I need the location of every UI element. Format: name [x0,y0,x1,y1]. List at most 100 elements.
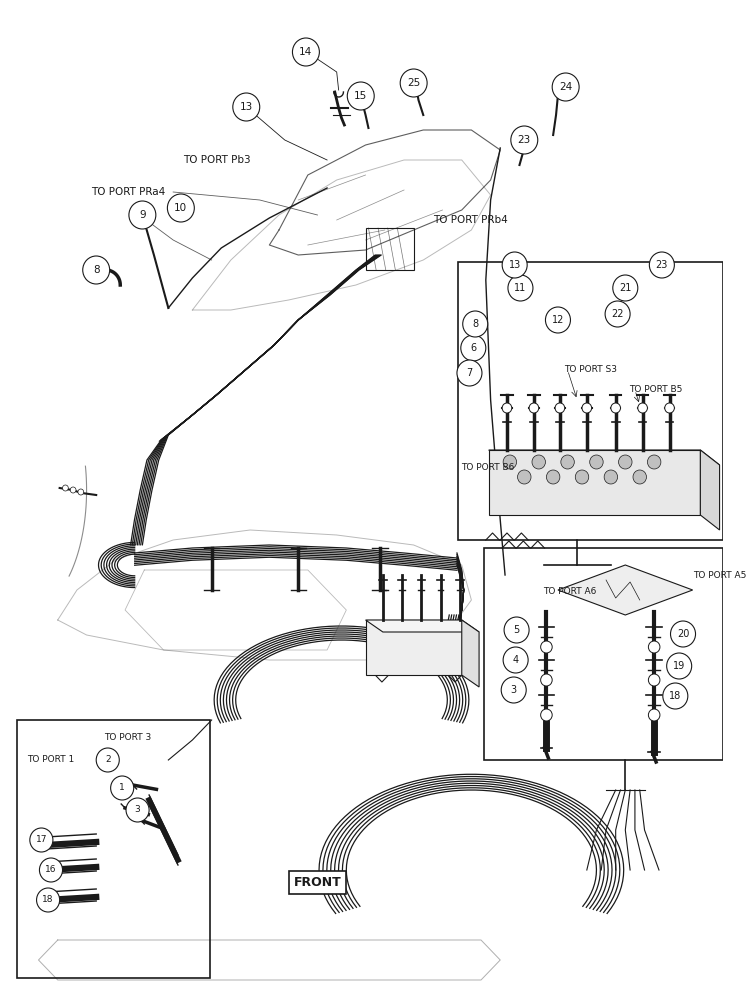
Circle shape [37,888,59,912]
Circle shape [517,470,531,484]
Text: TO PORT 3: TO PORT 3 [104,734,151,742]
Circle shape [78,489,83,495]
Circle shape [633,470,647,484]
Text: FRONT: FRONT [293,876,341,888]
Text: 23: 23 [517,135,531,145]
Circle shape [503,647,528,673]
Circle shape [111,776,134,800]
Circle shape [511,126,538,154]
Circle shape [547,470,560,484]
Text: TO PORT S3: TO PORT S3 [564,365,617,374]
Text: TO PORT 1: TO PORT 1 [27,756,74,764]
Circle shape [233,93,259,121]
Circle shape [648,641,660,653]
Text: 13: 13 [240,102,253,112]
Circle shape [457,360,482,386]
Circle shape [648,709,660,721]
Circle shape [168,194,194,222]
Circle shape [126,798,149,822]
Text: TO PORT Pb3: TO PORT Pb3 [183,155,250,165]
Text: 10: 10 [174,203,187,213]
Circle shape [400,69,427,97]
Text: 12: 12 [552,315,564,325]
Text: 7: 7 [466,368,472,378]
Circle shape [293,38,320,66]
Text: 6: 6 [470,343,476,353]
Text: 19: 19 [673,661,685,671]
Text: 17: 17 [35,836,47,844]
Circle shape [555,403,565,413]
Circle shape [619,455,632,469]
Text: 22: 22 [611,309,624,319]
Circle shape [552,73,579,101]
Text: 25: 25 [407,78,420,88]
Polygon shape [489,450,720,465]
Text: 5: 5 [514,625,520,635]
Circle shape [541,709,552,721]
Text: 16: 16 [45,865,56,874]
Text: 15: 15 [354,91,368,101]
Circle shape [83,256,110,284]
Text: 1: 1 [120,784,125,792]
Text: TO PORT PRb4: TO PORT PRb4 [433,215,508,225]
Text: 20: 20 [677,629,690,639]
Polygon shape [365,620,462,675]
Bar [17,720,210,978]
Circle shape [504,617,529,643]
Text: 13: 13 [508,260,521,270]
Text: 3: 3 [511,685,517,695]
Circle shape [502,252,527,278]
Circle shape [671,621,696,647]
Circle shape [503,455,517,469]
Circle shape [545,307,571,333]
Text: 14: 14 [299,47,313,57]
Circle shape [582,403,592,413]
Circle shape [604,470,617,484]
Circle shape [605,301,630,327]
Text: 4: 4 [513,655,519,665]
Polygon shape [558,565,693,615]
Circle shape [649,252,675,278]
Polygon shape [489,450,700,515]
Text: 18: 18 [42,896,54,904]
Circle shape [541,641,552,653]
Text: 8: 8 [472,319,478,329]
Circle shape [541,674,552,686]
Text: 18: 18 [669,691,681,701]
Circle shape [663,683,688,709]
Circle shape [613,275,638,301]
Circle shape [575,470,589,484]
Text: TO PORT A5: TO PORT A5 [693,570,746,580]
Bar [365,228,414,270]
Circle shape [501,677,526,703]
Circle shape [638,403,647,413]
Text: TO PORT B5: TO PORT B5 [629,385,683,394]
Circle shape [347,82,374,110]
Circle shape [665,403,675,413]
Text: 2: 2 [105,756,111,764]
Circle shape [357,95,366,105]
Circle shape [667,653,692,679]
Text: 8: 8 [93,265,99,275]
Circle shape [502,403,512,413]
Circle shape [30,828,53,852]
Circle shape [129,201,156,229]
Polygon shape [700,450,720,530]
Text: TO PORT A6: TO PORT A6 [544,587,597,596]
Text: 11: 11 [514,283,526,293]
Circle shape [648,674,660,686]
Circle shape [409,79,418,89]
Circle shape [508,275,533,301]
Circle shape [96,748,120,772]
Circle shape [647,455,661,469]
Circle shape [62,485,68,491]
Text: 24: 24 [559,82,572,92]
Circle shape [532,455,545,469]
Text: 21: 21 [619,283,632,293]
Circle shape [590,455,603,469]
Polygon shape [462,620,479,687]
Circle shape [611,403,620,413]
Text: 3: 3 [135,806,141,814]
Text: TO PORT PRa4: TO PORT PRa4 [92,187,165,197]
Circle shape [529,403,538,413]
